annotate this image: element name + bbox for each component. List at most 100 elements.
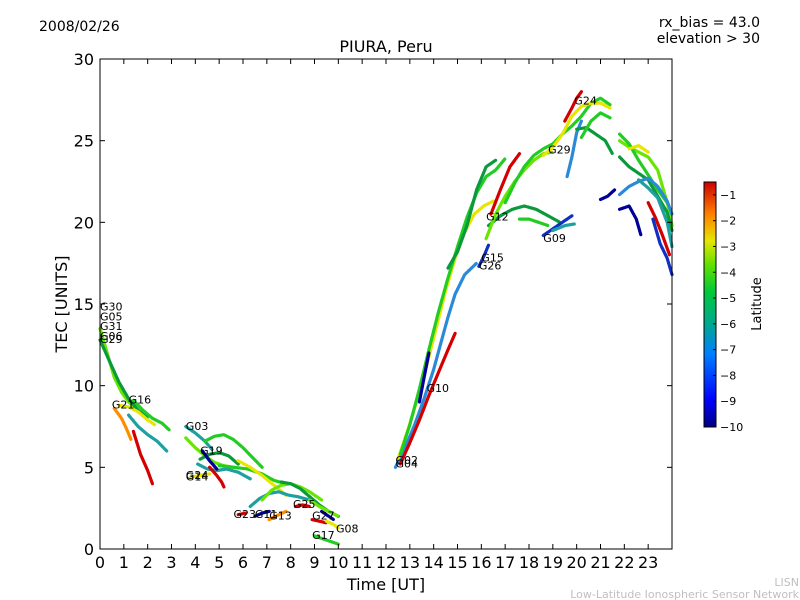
y-tick-label: 15 (74, 295, 94, 314)
x-tick-label: 4 (190, 553, 200, 572)
colorbar-tick-label: −8 (720, 369, 736, 382)
prn-label-26: G24 (574, 95, 597, 108)
tec-track-4 (131, 398, 171, 432)
tec-track-3 (127, 413, 169, 453)
x-axis-label: Time [UT] (346, 575, 425, 594)
y-tick-label: 25 (74, 132, 94, 151)
tec-track-11 (196, 462, 252, 481)
prn-label-4: G29 (100, 333, 123, 346)
rx-bias-label: rx_bias = 43.0 (659, 15, 760, 31)
prn-label-15: G27 (312, 510, 335, 523)
x-tick-label: 5 (214, 553, 224, 572)
tec-track-18 (248, 490, 312, 509)
tec-track-17 (236, 511, 247, 517)
tec-track-27 (324, 519, 340, 530)
colorbar (703, 181, 717, 428)
tec-track-47 (551, 222, 576, 233)
x-tick-label: 15 (447, 553, 467, 572)
x-tick-label: 17 (495, 553, 515, 572)
x-tick-label: 6 (238, 553, 248, 572)
x-tick-label: 19 (543, 553, 563, 572)
tec-track-40 (489, 152, 522, 216)
tec-track-43 (565, 119, 584, 179)
prn-label-10: G14 (186, 470, 209, 483)
tec-track-23 (293, 503, 312, 509)
prn-label-5: G21 (112, 399, 135, 412)
y-tick-label: 20 (74, 213, 94, 232)
prn-label-20: G10 (427, 382, 450, 395)
x-tick-label: 10 (328, 553, 348, 572)
prn-label-21: G15 (481, 252, 504, 265)
prn-label-11: G23 (234, 508, 257, 521)
tec-track-25 (310, 517, 328, 525)
tec-track-55 (617, 204, 643, 237)
x-tick-label: 0 (95, 553, 105, 572)
y-tick-label: 30 (74, 50, 94, 69)
prn-label-23: G12 (486, 211, 509, 224)
tec-track-48 (598, 188, 617, 202)
tec-track-7 (184, 424, 214, 451)
prn-label-16: G08 (336, 523, 359, 536)
colorbar-tick-label: −2 (720, 215, 736, 228)
x-tick-label: 21 (590, 553, 610, 572)
colorbar-tick-label: −9 (720, 395, 736, 408)
colorbar-label: Latitude (750, 277, 765, 331)
colorbar-tick-label: −7 (720, 344, 736, 357)
x-tick-label: 11 (352, 553, 372, 572)
y-axis-label: TEC [UNITS] (52, 256, 71, 354)
x-tick-label: 20 (566, 553, 586, 572)
tec-track-21 (253, 509, 271, 518)
tec-track-54 (636, 178, 674, 249)
x-tick-label: 9 (309, 553, 319, 572)
tec-track-33 (398, 331, 457, 466)
tec-track-36 (486, 204, 562, 228)
colorbar-tick-label: −4 (720, 266, 736, 279)
prn-label-17: G17 (312, 529, 335, 542)
tec-track-57 (651, 217, 674, 277)
prn-label-12: G11 (255, 508, 278, 521)
date-label: 2008/02/26 (39, 19, 120, 35)
tec-track-14 (208, 465, 226, 489)
colorbar-tick-label: −1 (720, 189, 736, 202)
tec-track-0 (98, 326, 138, 411)
tec-track-32 (446, 158, 498, 270)
tec-track-13 (189, 472, 212, 479)
satellite-labels: G30G05G31G06G29G21G16G03G19G24G14G23G11G… (100, 95, 597, 543)
prn-label-3: G06 (100, 330, 123, 343)
tec-track-35 (477, 243, 491, 268)
tec-track-37 (517, 217, 550, 228)
prn-label-24: G09 (543, 232, 566, 245)
y-tick-label: 5 (84, 458, 94, 477)
x-tick-label: 14 (423, 553, 443, 572)
tec-track-51 (617, 132, 669, 205)
tec-track-5 (117, 403, 157, 427)
tec-track-42 (563, 90, 584, 123)
elevation-label: elevation > 30 (657, 31, 760, 47)
prn-label-13: G13 (269, 510, 292, 523)
prn-label-1: G05 (100, 310, 123, 323)
tec-track-44 (575, 125, 615, 156)
tec-track-9 (203, 433, 264, 469)
colorbar-tick-label: −3 (720, 240, 736, 253)
tec-track-26 (320, 509, 336, 522)
colorbar-tick-label: −6 (720, 318, 736, 331)
x-tick-label: 7 (262, 553, 272, 572)
series-layer (98, 90, 674, 546)
tec-track-46 (541, 214, 574, 237)
x-tick-label: 22 (614, 553, 634, 572)
x-tick-label: 12 (376, 553, 396, 572)
prn-label-0: G30 (100, 301, 123, 314)
footer-network: Low-Latitude Ionospheric Sensor Network (570, 588, 799, 600)
y-tick-label: 10 (74, 377, 94, 396)
chart-title: PIURA, Peru (339, 37, 432, 56)
x-tick-label: 18 (519, 553, 539, 572)
tec-track-34 (417, 351, 431, 404)
tec-track-56 (646, 201, 672, 257)
axis-ticks: 0 1 2 3 4 5 6 7 8 9 10 11 12 13 14 15 16 17 18 19 20 21 22 2305… (74, 50, 672, 572)
x-tick-label: 13 (400, 553, 420, 572)
tec-track-53 (617, 176, 674, 216)
prn-label-14: G25 (293, 498, 316, 511)
prn-label-8: G19 (200, 444, 223, 457)
tec-track-45 (579, 111, 612, 139)
